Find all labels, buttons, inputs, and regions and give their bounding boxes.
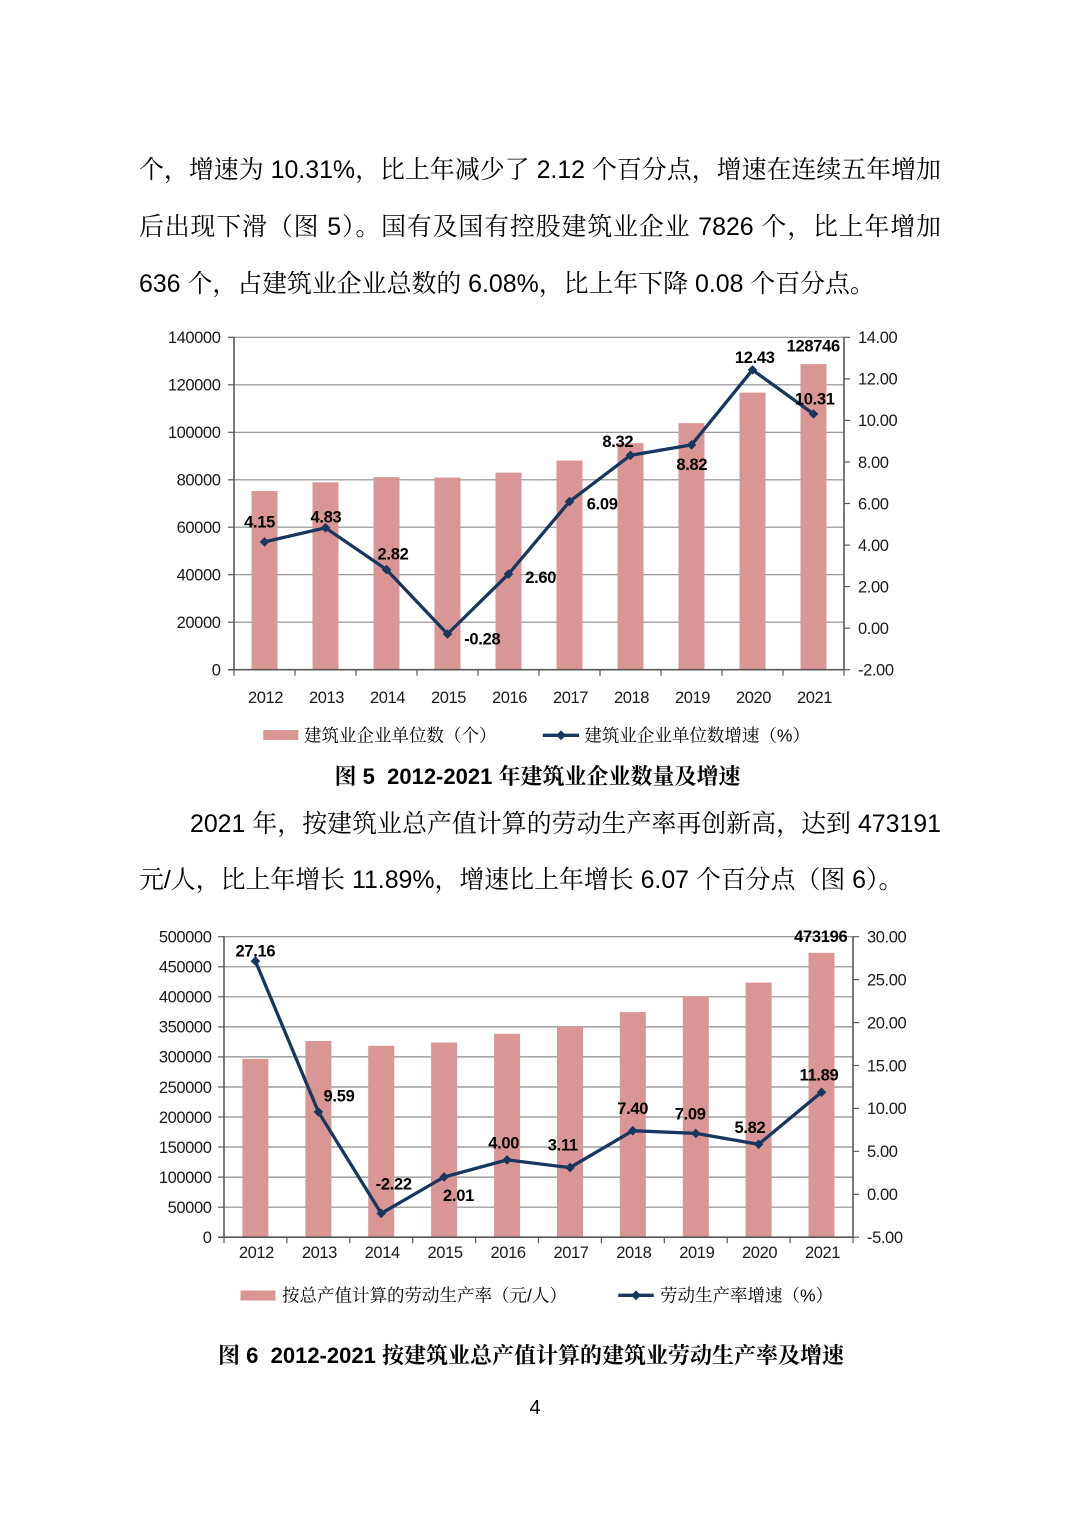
svg-text:2012: 2012 [248,689,283,707]
svg-text:2017: 2017 [553,1244,588,1262]
svg-text:5.82: 5.82 [734,1119,765,1137]
svg-text:2.01: 2.01 [443,1187,474,1205]
svg-text:4.00: 4.00 [488,1135,519,1153]
svg-text:4.00: 4.00 [858,537,889,555]
svg-text:0.00: 0.00 [858,620,889,638]
svg-text:473196: 473196 [794,928,847,946]
svg-text:2.60: 2.60 [525,569,556,587]
svg-text:6.00: 6.00 [858,495,889,513]
svg-text:20.00: 20.00 [867,1014,907,1032]
svg-text:按总产值计算的劳动生产率（元/人）: 按总产值计算的劳动生产率（元/人） [282,1286,567,1306]
svg-text:400000: 400000 [159,989,212,1007]
svg-text:10.31: 10.31 [795,390,835,408]
svg-text:7.40: 7.40 [617,1100,648,1118]
svg-text:2020: 2020 [742,1244,777,1262]
svg-text:4.83: 4.83 [310,508,341,526]
svg-text:2013: 2013 [309,689,344,707]
svg-text:40000: 40000 [177,567,221,585]
svg-text:100000: 100000 [168,424,221,442]
svg-text:0: 0 [203,1229,212,1247]
svg-text:60000: 60000 [177,519,221,537]
svg-text:8.82: 8.82 [676,456,707,474]
svg-text:2014: 2014 [370,689,405,707]
svg-text:2016: 2016 [491,1244,526,1262]
svg-text:5.00: 5.00 [867,1143,898,1161]
svg-text:150000: 150000 [159,1139,212,1157]
svg-text:128746: 128746 [787,338,840,356]
svg-text:-5.00: -5.00 [867,1229,903,1247]
svg-text:140000: 140000 [168,329,221,347]
svg-text:-2.22: -2.22 [376,1176,412,1194]
svg-text:450000: 450000 [159,959,212,977]
svg-text:2019: 2019 [675,689,710,707]
svg-text:30.00: 30.00 [867,929,907,947]
svg-text:2.82: 2.82 [378,546,409,564]
svg-text:25.00: 25.00 [867,971,907,989]
svg-text:2021: 2021 [805,1244,840,1262]
svg-text:6.09: 6.09 [587,496,618,514]
svg-text:10.00: 10.00 [867,1100,907,1118]
svg-text:100000: 100000 [159,1169,212,1187]
svg-text:建筑业企业单位数（个）: 建筑业企业单位数（个） [304,726,497,746]
svg-text:8.00: 8.00 [858,454,889,472]
svg-text:200000: 200000 [159,1109,212,1127]
svg-text:2016: 2016 [492,689,527,707]
svg-text:10.00: 10.00 [858,412,898,430]
svg-text:2012: 2012 [239,1244,274,1262]
svg-text:0: 0 [212,662,221,680]
svg-text:2015: 2015 [431,689,466,707]
svg-text:250000: 250000 [159,1079,212,1097]
svg-text:2018: 2018 [616,1244,651,1262]
svg-text:80000: 80000 [177,472,221,490]
svg-text:300000: 300000 [159,1049,212,1067]
svg-text:2013: 2013 [302,1244,337,1262]
svg-text:350000: 350000 [159,1019,212,1037]
svg-text:-2.00: -2.00 [858,662,894,680]
svg-text:2017: 2017 [553,689,588,707]
svg-text:建筑业企业单位数增速（%）: 建筑业企业单位数增速（%） [584,726,810,746]
svg-text:2.00: 2.00 [858,578,889,596]
svg-text:12.43: 12.43 [735,349,775,367]
svg-text:劳动生产率增速（%）: 劳动生产率增速（%） [660,1286,833,1306]
svg-text:2015: 2015 [428,1244,463,1262]
svg-text:4.15: 4.15 [244,513,275,531]
svg-text:27.16: 27.16 [236,942,276,960]
svg-text:7.09: 7.09 [675,1106,706,1124]
svg-text:15.00: 15.00 [867,1057,907,1075]
svg-text:500000: 500000 [159,929,212,947]
svg-text:14.00: 14.00 [858,329,898,347]
svg-text:20000: 20000 [177,614,221,632]
svg-text:120000: 120000 [168,377,221,395]
svg-text:50000: 50000 [168,1199,212,1217]
svg-text:2018: 2018 [614,689,649,707]
svg-text:9.59: 9.59 [324,1088,355,1106]
svg-text:2019: 2019 [679,1244,714,1262]
svg-text:2020: 2020 [736,689,771,707]
svg-text:2014: 2014 [365,1244,400,1262]
svg-text:2021: 2021 [797,689,832,707]
svg-text:8.32: 8.32 [602,433,633,451]
svg-text:-0.28: -0.28 [464,631,500,649]
svg-text:0.00: 0.00 [867,1186,898,1204]
svg-text:12.00: 12.00 [858,371,898,389]
svg-text:11.89: 11.89 [800,1067,839,1085]
svg-text:3.11: 3.11 [548,1137,578,1155]
